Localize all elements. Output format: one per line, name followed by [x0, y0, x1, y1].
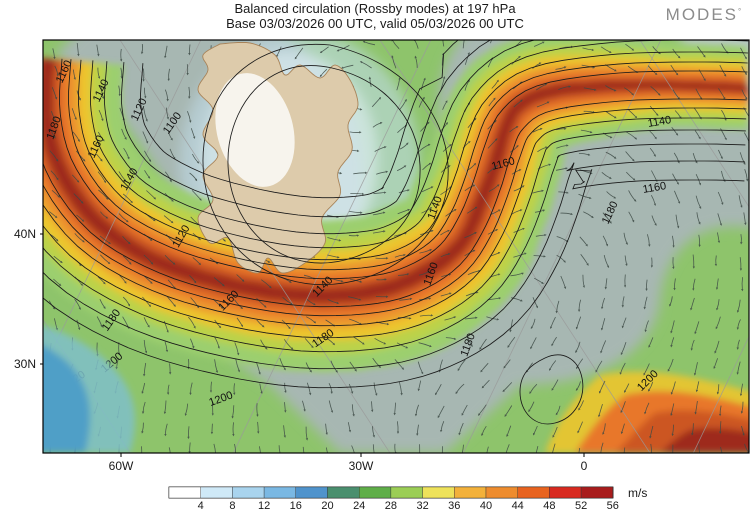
svg-text:44: 44: [512, 500, 524, 512]
svg-text:60W: 60W: [109, 459, 134, 473]
svg-text:12: 12: [258, 500, 270, 512]
svg-text:40N: 40N: [14, 227, 36, 241]
svg-text:Balanced circulation (Rossby m: Balanced circulation (Rossby modes) at 1…: [234, 1, 516, 16]
svg-text:8: 8: [229, 500, 235, 512]
svg-text:28: 28: [385, 500, 397, 512]
svg-text:4: 4: [198, 500, 204, 512]
svg-text:48: 48: [543, 500, 555, 512]
svg-text:m/s: m/s: [628, 486, 647, 500]
svg-text:30W: 30W: [349, 459, 374, 473]
svg-text:30N: 30N: [14, 357, 36, 371]
svg-text:24: 24: [353, 500, 365, 512]
svg-text:16: 16: [290, 500, 302, 512]
svg-text:56: 56: [607, 500, 619, 512]
svg-text:32: 32: [416, 500, 428, 512]
svg-text:0: 0: [581, 459, 588, 473]
svg-text:36: 36: [448, 500, 460, 512]
svg-text:°: °: [738, 7, 741, 16]
svg-text:20: 20: [321, 500, 333, 512]
svg-text:MODES: MODES: [666, 5, 738, 24]
svg-text:40: 40: [480, 500, 492, 512]
svg-text:Base 03/03/2026 00 UTC, valid: Base 03/03/2026 00 UTC, valid 05/03/2026…: [226, 16, 524, 31]
svg-text:52: 52: [575, 500, 587, 512]
